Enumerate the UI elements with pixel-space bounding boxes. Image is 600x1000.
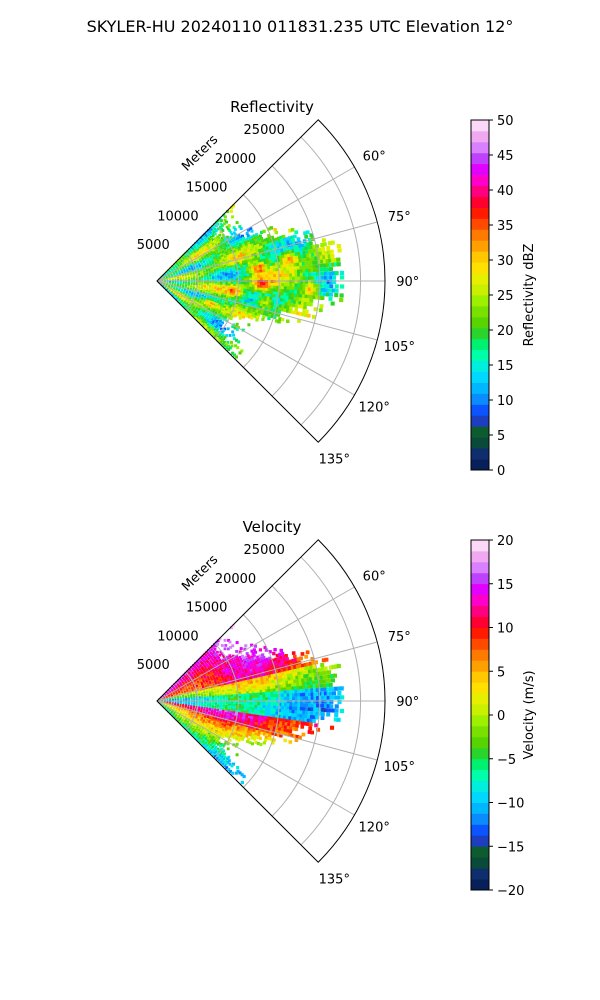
theta-tick-label: 135° xyxy=(319,452,350,467)
radial-tick-label: 25000 xyxy=(244,543,285,558)
theta-tick-label: 105° xyxy=(384,340,415,355)
grid-spoke xyxy=(156,700,355,816)
colorbar-tick-label: 10 xyxy=(497,394,514,409)
colorbar-tick-label: 45 xyxy=(497,149,514,164)
radial-tick-label: 5000 xyxy=(137,658,170,673)
radial-tick-label: 15000 xyxy=(186,181,227,196)
grid-spoke xyxy=(156,280,378,341)
colorbar-tick-label: 10 xyxy=(497,622,514,637)
theta-tick-label: 75° xyxy=(388,630,411,645)
radial-tick-label: 25000 xyxy=(244,123,285,138)
figure-title: SKYLER-HU 20240110 011831.235 UTC Elevat… xyxy=(87,17,514,36)
radial-tick-label: 10000 xyxy=(157,209,198,224)
radial-tick-label: 5000 xyxy=(137,238,170,253)
colorbar-tick-label: 0 xyxy=(497,709,505,724)
colorbar-tick-label: 25 xyxy=(497,289,514,304)
panel-title: Velocity xyxy=(243,518,302,536)
colorbar-tick-label: −5 xyxy=(497,753,516,768)
colorbar-tick-label: −10 xyxy=(497,797,524,812)
colorbar-tick-label: −20 xyxy=(497,884,524,899)
sector-frame xyxy=(156,539,386,863)
theta-tick-label: 90° xyxy=(396,275,419,290)
grid-spoke xyxy=(156,221,378,282)
polar-panel-velocity: Velocity 5000 10000 15000 20000 25000 60° 75° 90… xyxy=(137,518,537,899)
colorbar-tick-label: 15 xyxy=(497,359,514,374)
theta-tick-label: 120° xyxy=(359,820,390,835)
theta-tick-label: 135° xyxy=(319,872,350,887)
radial-tick-label: 20000 xyxy=(215,152,256,167)
colorbar: −20 −15 −10 −5 0 5 10 15 20 Velocity (m/s) xyxy=(470,534,537,899)
theta-tick-label: 75° xyxy=(388,210,411,225)
grid-spoke xyxy=(156,280,355,396)
polar-panel-reflectivity: Reflectivity 5000 10000 15000 20000 25000 60° 7… xyxy=(137,98,537,479)
radar-field xyxy=(157,624,345,785)
colorbar-tick-label: −15 xyxy=(497,840,524,855)
colorbar-label: Reflectivity dBZ xyxy=(522,244,537,347)
colorbar-tick-label: 20 xyxy=(497,534,514,549)
grid-spoke xyxy=(156,166,355,282)
theta-tick-label: 105° xyxy=(384,760,415,775)
grid-spoke xyxy=(156,641,378,702)
colorbar-tick-label: 5 xyxy=(497,665,505,680)
theta-tick-label: 90° xyxy=(396,695,419,710)
theta-tick-label: 120° xyxy=(359,400,390,415)
colorbar-tick-label: 0 xyxy=(497,464,505,479)
radial-tick-label: 20000 xyxy=(215,572,256,587)
grid-spoke xyxy=(156,700,378,761)
colorbar-label: Velocity (m/s) xyxy=(522,670,537,759)
radial-tick-label: 15000 xyxy=(186,601,227,616)
colorbar-tick-label: 5 xyxy=(497,429,505,444)
colorbar-tick-label: 35 xyxy=(497,219,514,234)
theta-tick-label: 60° xyxy=(363,570,386,585)
radial-tick-label: 10000 xyxy=(157,629,198,644)
colorbar-tick-label: 50 xyxy=(497,114,514,129)
panel-title: Reflectivity xyxy=(230,98,314,116)
grid-spoke xyxy=(156,586,355,702)
colorbar-tick-label: 30 xyxy=(497,254,514,269)
colorbar-tick-label: 40 xyxy=(497,184,514,199)
colorbar-tick-label: 15 xyxy=(497,578,514,593)
sector-frame xyxy=(156,119,386,443)
colorbar: 0 5 10 15 20 25 30 35 40 45 50 Reflectivity dBZ xyxy=(470,114,537,479)
theta-tick-label: 60° xyxy=(363,150,386,165)
colorbar-tick-label: 20 xyxy=(497,324,514,339)
